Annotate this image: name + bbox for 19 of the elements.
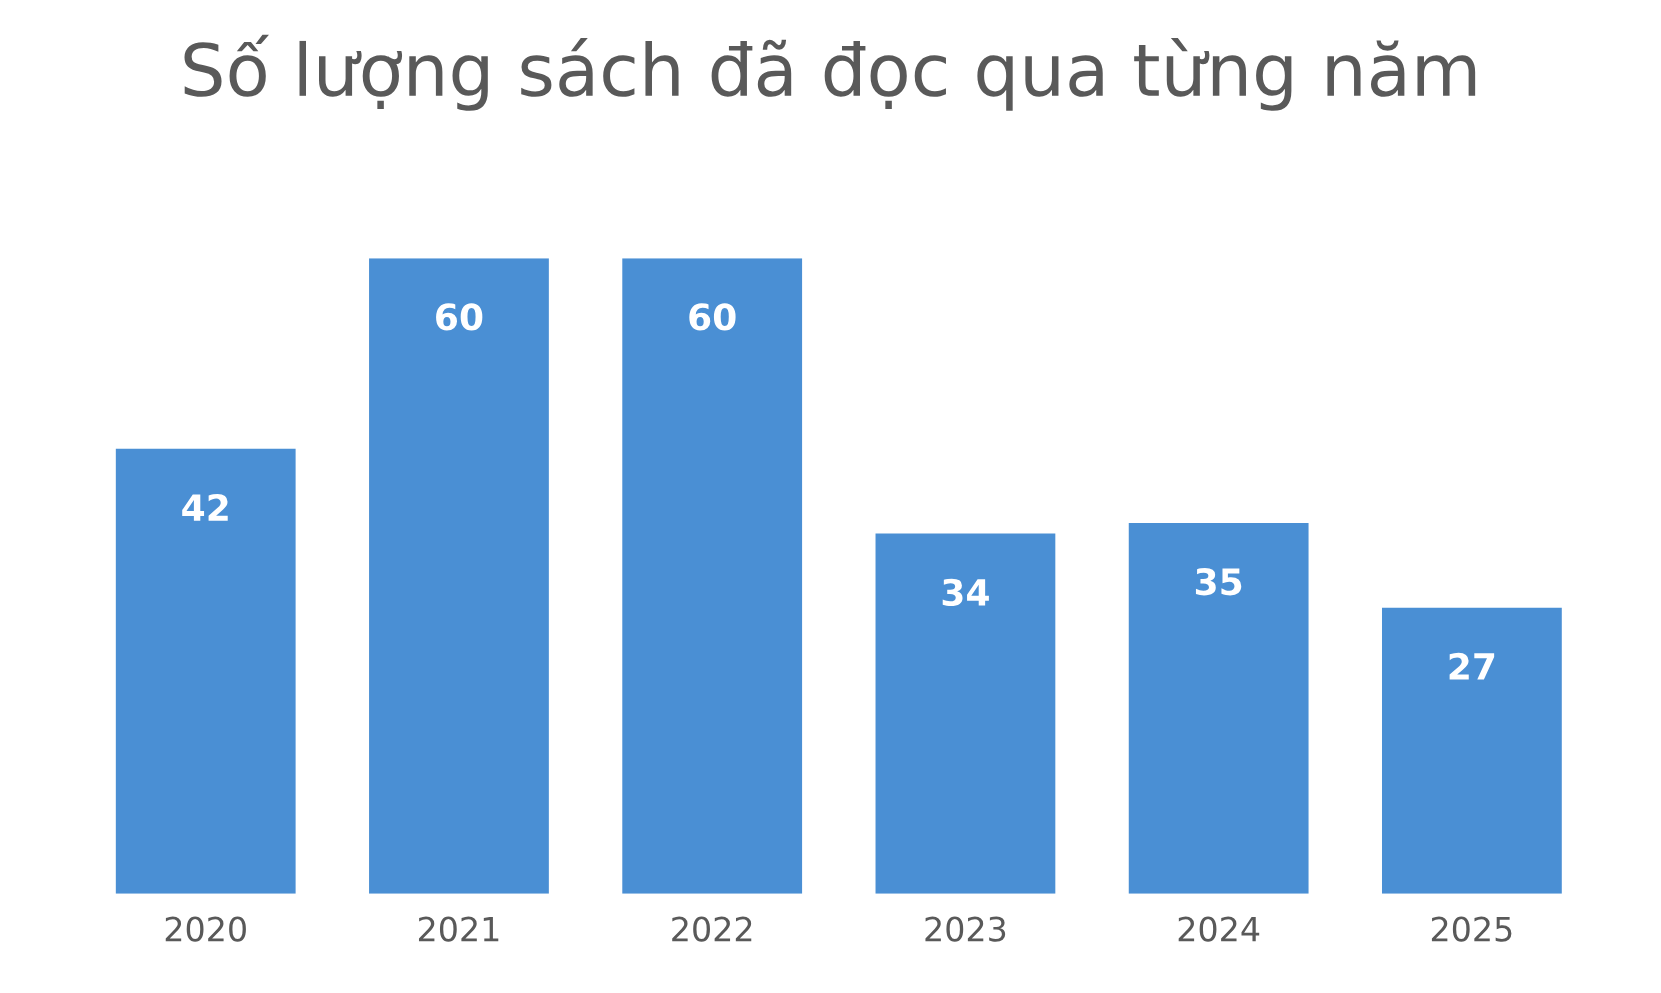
x-tick-label: 2021 bbox=[418, 916, 499, 942]
x-tick-label: 2020 bbox=[165, 916, 246, 942]
data-label: 27 bbox=[1449, 652, 1495, 680]
data-label: 42 bbox=[182, 493, 228, 521]
bar bbox=[1128, 522, 1309, 894]
x-tick-label: 2025 bbox=[1431, 916, 1512, 942]
chart-title: Số lượng sách đã đọc qua từng năm bbox=[184, 34, 1476, 111]
data-label: 35 bbox=[1195, 568, 1242, 596]
x-tick-label: 2023 bbox=[925, 916, 1006, 942]
data-label: 60 bbox=[436, 303, 483, 331]
bar bbox=[115, 448, 296, 894]
bar bbox=[875, 533, 1056, 894]
x-tick-label: 2022 bbox=[672, 916, 752, 942]
bar bbox=[622, 258, 803, 894]
bar bbox=[1381, 607, 1562, 894]
data-label: 34 bbox=[942, 578, 989, 606]
bar bbox=[369, 258, 549, 894]
x-tick-label: 2024 bbox=[1178, 916, 1260, 942]
data-label: 60 bbox=[689, 303, 736, 331]
